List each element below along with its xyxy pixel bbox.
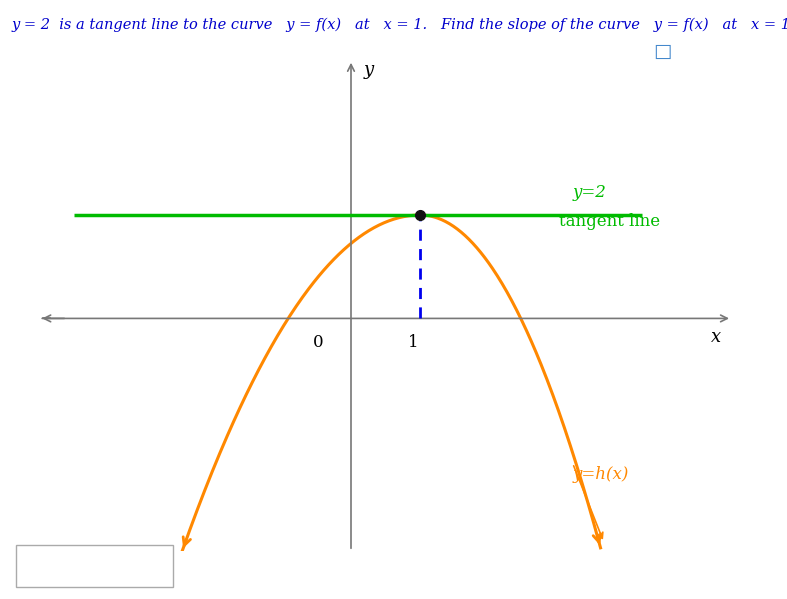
Text: x: x	[711, 328, 721, 346]
Text: y=h(x): y=h(x)	[573, 465, 629, 483]
Text: 1: 1	[408, 334, 419, 351]
Text: y = 2  is a tangent line to the curve   y = f(x)   at   x = 1.   Find the slope : y = 2 is a tangent line to the curve y =…	[12, 18, 787, 32]
Text: y=2: y=2	[573, 184, 607, 201]
Text: tangent line: tangent line	[559, 213, 660, 231]
Text: □: □	[653, 42, 671, 61]
Text: y: y	[364, 62, 374, 80]
Text: 0: 0	[313, 334, 323, 351]
